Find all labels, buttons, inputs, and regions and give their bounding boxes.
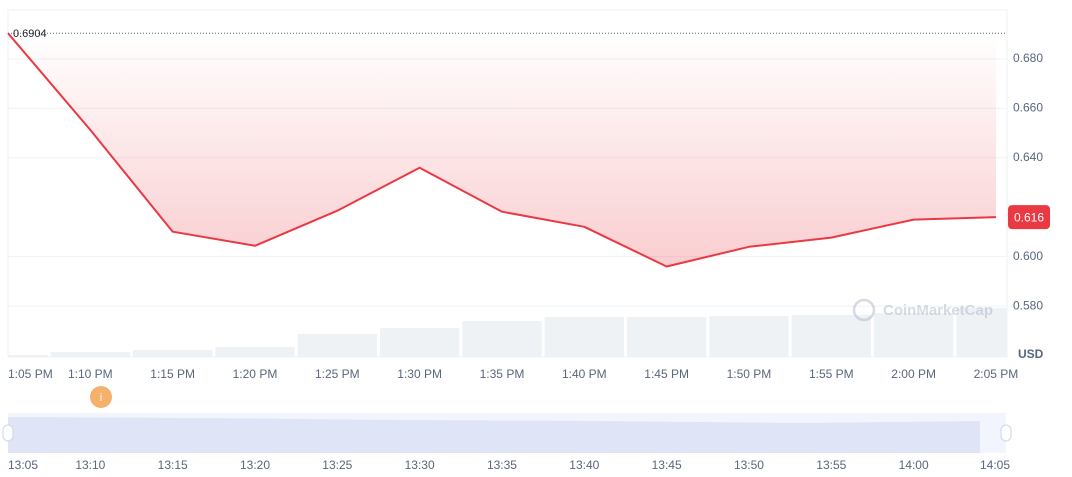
x-tick-label: 1:55 PM xyxy=(809,367,854,381)
volume-bar xyxy=(297,334,377,357)
navigator-label: 13:40 xyxy=(569,458,599,472)
x-tick-label: 2:00 PM xyxy=(891,367,936,381)
y-tick-label: 0.580 xyxy=(1013,298,1043,312)
navigator-label: 13:20 xyxy=(240,458,270,472)
navigator-label: 14:00 xyxy=(899,458,929,472)
price-line-group xyxy=(7,32,997,268)
volume-bar xyxy=(215,347,295,357)
volume-bar xyxy=(709,316,789,357)
last-price-badge xyxy=(1008,205,1050,230)
annotation: i xyxy=(100,392,102,404)
x-tick-label: 1:10 PM xyxy=(68,367,113,381)
navigator-label: 13:50 xyxy=(734,458,764,472)
x-tick-label: 1:05 PM xyxy=(8,367,53,381)
navigator-label: 13:25 xyxy=(322,458,352,472)
price-line xyxy=(7,32,997,268)
annotation-group[interactable]: i xyxy=(90,386,112,408)
navigator-label: 13:30 xyxy=(405,458,435,472)
x-tick-label: 1:30 PM xyxy=(397,367,442,381)
y-tick-label: 0.660 xyxy=(1013,101,1043,115)
x-tick-label: 1:45 PM xyxy=(644,367,689,381)
navigator-label: 13:45 xyxy=(652,458,682,472)
watermark: CoinMarketCap xyxy=(883,302,993,319)
navigator-label: 13:35 xyxy=(487,458,517,472)
x-tick-label: 1:20 PM xyxy=(233,367,278,381)
navigator-handle[interactable] xyxy=(2,424,14,442)
navigator-label: 13:15 xyxy=(158,458,188,472)
volume-bar xyxy=(791,315,871,357)
volume-bar xyxy=(626,317,707,357)
volume-bar xyxy=(462,321,542,357)
volume-bar xyxy=(544,317,624,357)
volume-bar xyxy=(8,355,48,357)
annotation-marker[interactable] xyxy=(90,386,112,408)
volume-bar xyxy=(379,328,460,357)
price-area xyxy=(8,33,996,267)
y-tick-label: 0.640 xyxy=(1013,150,1043,164)
volume-bar xyxy=(132,350,213,357)
x-tick-label: 1:50 PM xyxy=(727,367,772,381)
x-tick-label: 1:15 PM xyxy=(150,367,195,381)
y-tick-label: 0.600 xyxy=(1013,249,1043,263)
watermark-group: CoinMarketCap xyxy=(852,298,993,322)
volume xyxy=(8,308,1007,357)
volume-bar xyxy=(956,308,1007,357)
navigator-label: 14:05 xyxy=(980,458,1010,472)
x-tick-label: 1:35 PM xyxy=(480,367,525,381)
navigator-area xyxy=(8,417,980,453)
watermark-logo xyxy=(852,298,876,322)
x-tick-label: 1:25 PM xyxy=(315,367,360,381)
navigator-handle[interactable] xyxy=(1000,424,1012,442)
volume-bar xyxy=(873,313,954,357)
last-price-label: 0.616 xyxy=(1014,210,1044,224)
area xyxy=(8,33,996,267)
y-tick-label: 0.680 xyxy=(1013,51,1043,65)
navigator-label: 13:10 xyxy=(75,458,105,472)
navigator-label: 13:55 xyxy=(816,458,846,472)
currency-label: USD xyxy=(1018,347,1044,361)
start-price-label: 0.6904 xyxy=(13,28,47,40)
navigator-label: 13:05 xyxy=(8,458,38,472)
x-tick-label: 1:40 PM xyxy=(562,367,607,381)
x-tick-label: 2:05 PM xyxy=(974,367,1019,381)
volume-bar xyxy=(50,352,130,357)
